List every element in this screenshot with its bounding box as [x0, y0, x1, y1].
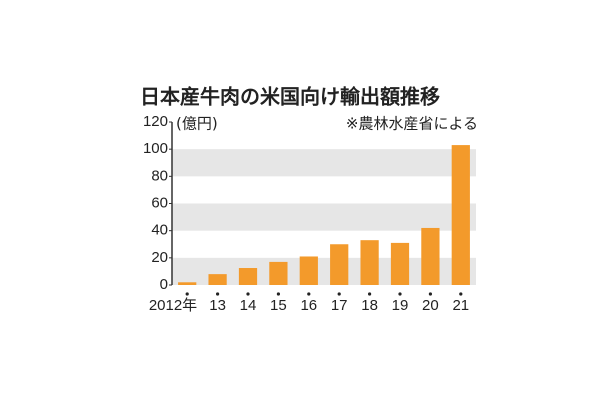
x-tick-label: 17 [331, 297, 348, 314]
y-tick-label: 100 [143, 140, 168, 157]
y-tick-label: 40 [151, 222, 168, 239]
x-tick-dot [185, 292, 189, 296]
x-tick-dot [276, 292, 280, 296]
x-tick-dot [216, 292, 220, 296]
y-tick-label: 60 [151, 194, 168, 211]
x-tick-dot [368, 292, 372, 296]
y-unit: (億円) [176, 115, 218, 133]
x-tick-dot [398, 292, 402, 296]
bar [330, 244, 349, 285]
x-tick-label: 15 [270, 297, 287, 314]
bar [421, 227, 440, 285]
grid-band [172, 149, 476, 177]
x-tick-label: 16 [300, 297, 317, 314]
x-tick-dot [246, 292, 250, 296]
x-tick-label: 2012年 [149, 297, 197, 314]
source-note: ※農林水産省による [346, 115, 478, 133]
x-tick-label: 13 [209, 297, 226, 314]
x-tick-dot [428, 292, 432, 296]
x-tick-dot [459, 292, 463, 296]
grid-band [172, 203, 476, 231]
x-tick-label: 18 [361, 297, 378, 314]
x-tick-label: 19 [392, 297, 409, 314]
bar [390, 242, 410, 285]
bar [238, 268, 258, 285]
x-tick-dot [307, 292, 311, 296]
x-tick-label: 21 [452, 297, 469, 314]
y-tick-label: 80 [151, 167, 168, 184]
x-tick-label: 14 [240, 297, 257, 314]
bar [299, 256, 318, 285]
bar [360, 240, 379, 285]
bar [178, 282, 197, 285]
chart-title: 日本産牛肉の米国向け輸出額推移 [140, 85, 440, 109]
x-tick-dot [337, 292, 341, 296]
y-tick-label: 120 [143, 113, 168, 130]
bar [208, 274, 227, 285]
y-tick-label: 20 [151, 249, 168, 266]
bar [451, 145, 470, 285]
bar [269, 261, 288, 285]
x-tick-label: 20 [422, 297, 439, 314]
y-tick-label: 0 [160, 276, 168, 293]
